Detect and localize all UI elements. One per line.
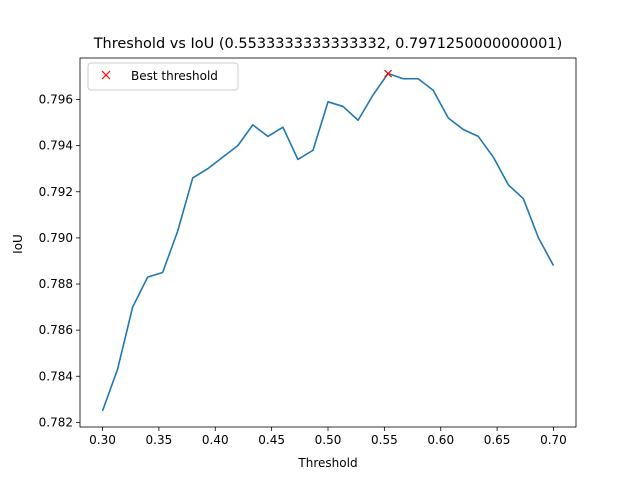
x-tick-label: 0.40 (202, 433, 229, 447)
x-tick-label: 0.30 (89, 433, 116, 447)
y-tick-label: 0.790 (39, 231, 73, 245)
y-tick-label: 0.792 (39, 185, 73, 199)
y-tick-label: 0.796 (39, 93, 73, 107)
legend: Best threshold (87, 62, 239, 91)
legend-box (87, 62, 239, 91)
x-tick-label: 0.65 (484, 433, 511, 447)
x-tick-label: 0.50 (315, 433, 342, 447)
legend-marker-x (101, 70, 111, 80)
x-tick-label: 0.55 (371, 433, 398, 447)
y-axis-label: IoU (11, 234, 25, 254)
y-tick-label: 0.786 (39, 323, 73, 337)
x-axis-label: Threshold (297, 456, 357, 470)
chart-title: Threshold vs IoU (0.5533333333333332, 0.… (93, 36, 563, 52)
legend-label-best-threshold: Best threshold (131, 69, 218, 83)
x-tick-label: 0.60 (427, 433, 454, 447)
y-tick-label: 0.794 (39, 139, 73, 153)
x-tick-label: 0.45 (258, 433, 285, 447)
x-tick-label: 0.70 (540, 433, 567, 447)
plot-area (101, 69, 555, 412)
y-tick-label: 0.784 (39, 369, 73, 383)
y-tick-label: 0.788 (39, 277, 73, 291)
y-tick-label: 0.782 (39, 415, 73, 429)
axes: 0.30 0.35 0.40 0.45 0.50 0.55 0.60 0.65 0.70 0.78… (39, 57, 577, 447)
best-threshold-marker (384, 69, 393, 78)
iou-line-series (101, 72, 555, 412)
x-tick-label: 0.35 (146, 433, 173, 447)
